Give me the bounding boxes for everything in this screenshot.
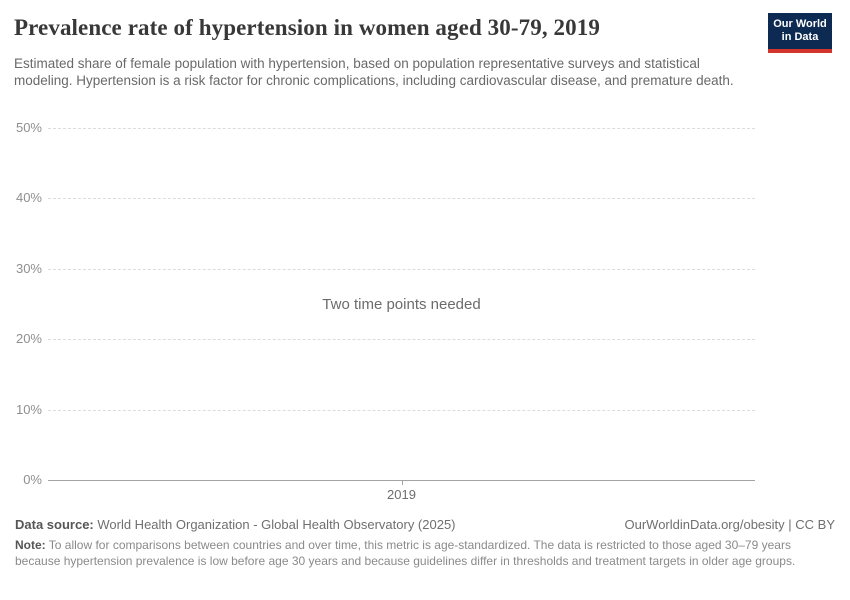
citation-link[interactable]: OurWorldinData.org/obesity | CC BY (624, 517, 836, 532)
gridline (48, 409, 755, 411)
gridline (48, 128, 755, 129)
y-axis-tick-label: 40% (15, 190, 42, 206)
empty-state-message: Two time points needed (322, 296, 481, 313)
y-axis-tick-label: 10% (15, 401, 42, 417)
data-source-value: World Health Organization - Global Healt… (93, 517, 456, 532)
footer-note: Note: To allow for comparisons between c… (15, 538, 835, 569)
x-axis-tick-label: 2019 (387, 487, 416, 502)
y-axis-tick-label: 20% (15, 331, 42, 347)
page-title: Prevalence rate of hypertension in women… (14, 15, 600, 40)
chart-subtitle: Estimated share of female population wit… (14, 56, 734, 88)
data-source-label: Data source: (15, 517, 94, 532)
gridline (48, 339, 755, 341)
y-axis-tick-label: 30% (15, 260, 42, 276)
data-source: Data source: World Health Organization -… (15, 517, 456, 532)
y-axis-tick-label: 0% (23, 472, 42, 487)
note-label: Note: (15, 538, 46, 552)
x-axis-tick-mark (401, 480, 403, 485)
owid-logo-line2: in Data (781, 31, 819, 43)
gridline (48, 268, 755, 270)
owid-logo: Our World in Data (768, 13, 832, 53)
gridline (48, 198, 755, 200)
footer-source-row: Data source: World Health Organization -… (15, 517, 835, 532)
y-axis-tick-label: 50% (15, 120, 42, 135)
note-text: To allow for comparisons between countri… (15, 538, 796, 568)
owid-logo-line1: Our World (773, 18, 827, 30)
